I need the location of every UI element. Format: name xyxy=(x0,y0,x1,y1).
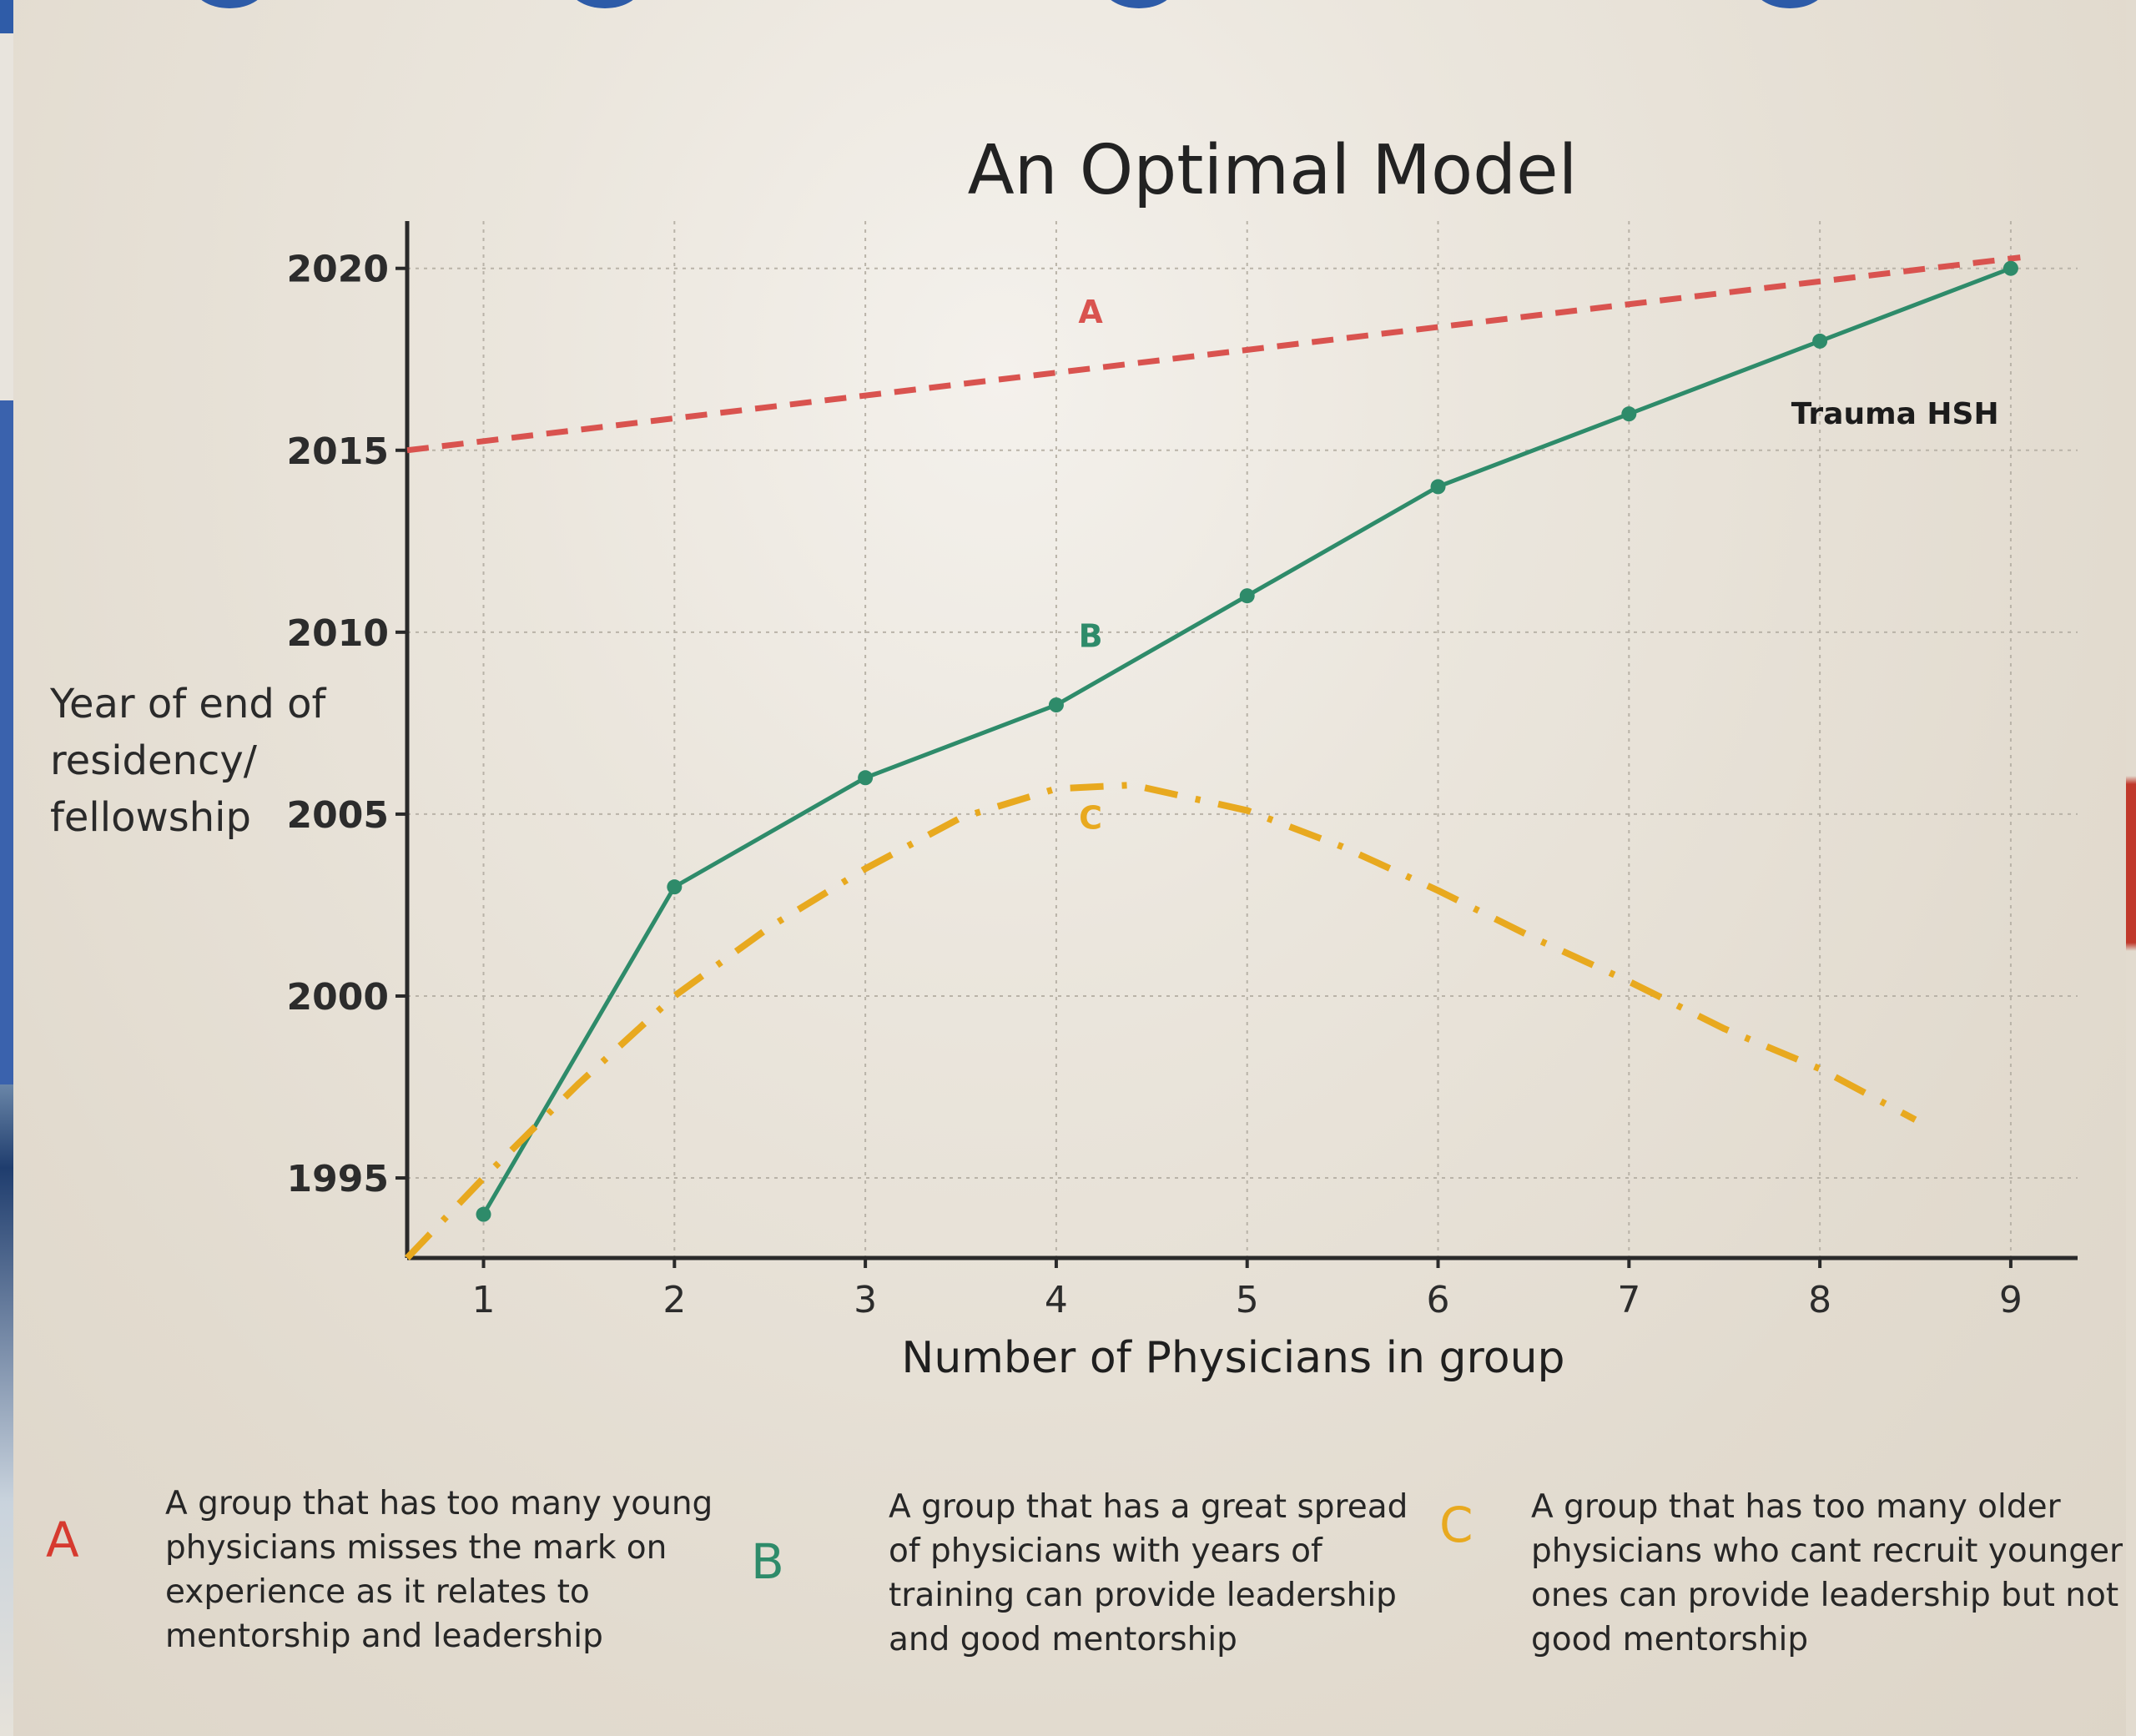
y-tick-label: 2010 xyxy=(287,612,389,655)
series-b-point xyxy=(1239,588,1255,604)
top-dot-3 xyxy=(1101,0,1176,8)
series-b-point xyxy=(2002,260,2018,276)
y-axis-label-line-3: fellowship xyxy=(50,794,251,841)
x-tick-label: 2 xyxy=(662,1279,686,1321)
y-tick-label: 2000 xyxy=(287,976,389,1019)
legend-b-line-1: A group that has a great spread xyxy=(889,1488,1408,1526)
top-dot-1 xyxy=(192,0,267,8)
series-b-point xyxy=(1812,333,1828,349)
x-tick-label: 6 xyxy=(1427,1279,1450,1321)
series-tag-b: B xyxy=(1079,617,1103,654)
legend-c-line-3: ones can provide leadership but not xyxy=(1531,1577,2118,1614)
x-tick-label: 8 xyxy=(1808,1279,1831,1321)
y-tick-label: 1995 xyxy=(287,1158,389,1200)
y-axis-label-line-2: residency/ xyxy=(50,737,258,784)
series-c-line xyxy=(405,782,1917,1260)
legend-a-line-3: experience as it relates to xyxy=(165,1573,590,1611)
x-tick-label: 3 xyxy=(854,1279,877,1321)
x-ticks: 1 2 3 4 5 6 7 8 9 xyxy=(472,1258,2023,1321)
series-b-point xyxy=(1430,479,1446,495)
right-edge-strip xyxy=(2126,0,2136,1736)
legend-c-letter: C xyxy=(1439,1497,1474,1553)
x-tick-label: 4 xyxy=(1045,1279,1068,1321)
legend-b-letter: B xyxy=(751,1533,784,1590)
legend-b-line-2: of physicians with years of xyxy=(889,1532,1323,1570)
series-b-point xyxy=(858,770,874,786)
legend-c-line-1: A group that has too many older xyxy=(1531,1488,2062,1526)
axes xyxy=(405,221,2078,1260)
series-tags: A B C xyxy=(1078,294,1103,836)
left-edge-strip xyxy=(0,0,13,1736)
y-ticks: 1995 2000 2005 2010 2015 2020 xyxy=(287,249,407,1200)
series-tag-a: A xyxy=(1078,294,1103,330)
series-a-line xyxy=(406,254,2021,454)
legend-a-line-4: mentorship and leadership xyxy=(165,1618,603,1655)
x-axis-label: Number of Physicians in group xyxy=(901,1333,1564,1383)
y-tick-label: 2005 xyxy=(287,794,389,837)
legend-a-letter: A xyxy=(46,1512,79,1568)
x-tick-label: 1 xyxy=(472,1279,496,1321)
legend-b-line-4: and good mentorship xyxy=(889,1621,1237,1658)
legend-b-line-3: training can provide leadership xyxy=(889,1577,1397,1614)
x-tick-label: 7 xyxy=(1617,1279,1640,1321)
top-dot-2 xyxy=(567,0,642,8)
legend: A A group that has too many young physic… xyxy=(46,1485,2123,1658)
top-dot-4 xyxy=(1752,0,1827,8)
series-b-point xyxy=(667,879,683,895)
legend-a-line-1: A group that has too many young xyxy=(165,1485,713,1522)
chart-title: An Optimal Model xyxy=(968,131,1578,210)
legend-a-line-2: physicians misses the mark on xyxy=(165,1529,667,1567)
legend-c-line-2: physicians who cant recruit younger xyxy=(1531,1532,2123,1570)
y-tick-label: 2015 xyxy=(287,430,389,473)
series-b-point xyxy=(476,1206,491,1222)
x-tick-label: 9 xyxy=(1999,1279,2023,1321)
x-tick-label: 5 xyxy=(1236,1279,1259,1321)
legend-c-line-4: good mentorship xyxy=(1531,1621,1808,1658)
grid xyxy=(407,221,2078,1258)
series-tag-c: C xyxy=(1079,799,1102,836)
annotation-trauma-hsh: Trauma HSH xyxy=(1791,397,1999,431)
y-axis-label-line-1: Year of end of xyxy=(49,681,326,727)
series-b-point xyxy=(1621,406,1637,422)
y-tick-label: 2020 xyxy=(287,249,389,291)
series-b-point xyxy=(1048,697,1064,713)
series-layer xyxy=(405,254,2021,1260)
